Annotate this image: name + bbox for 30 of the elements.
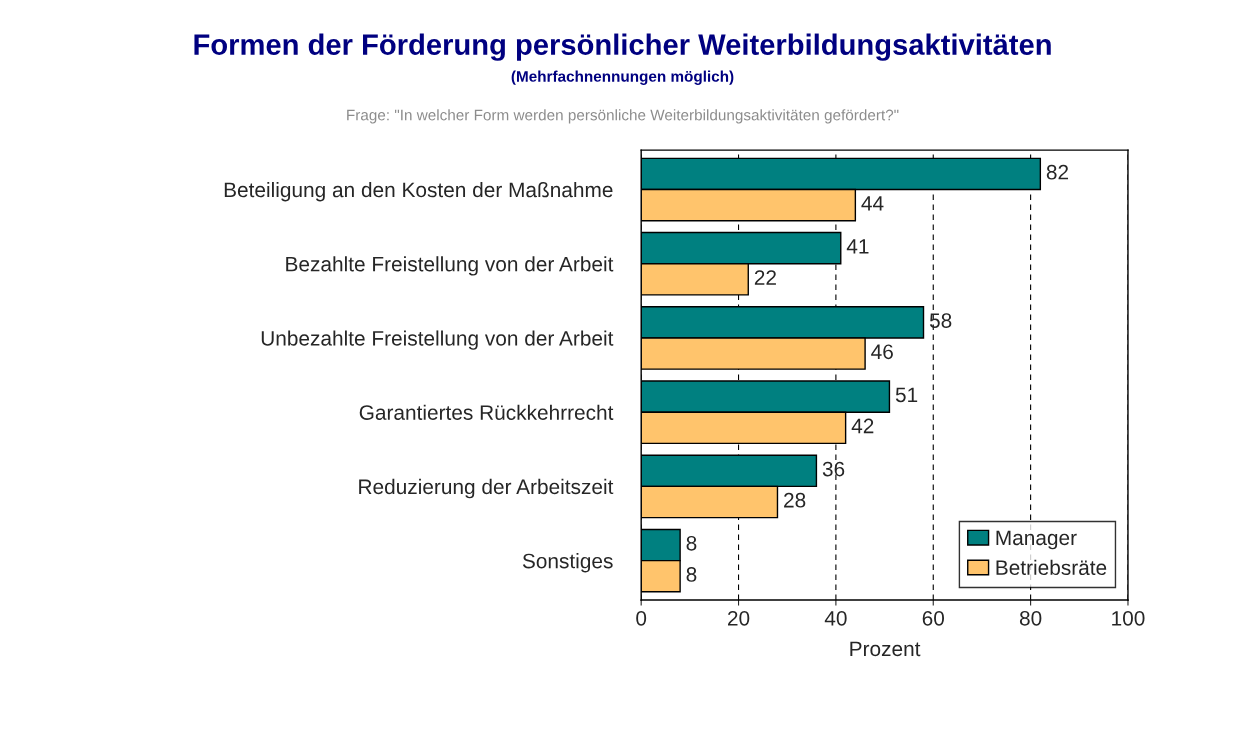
y-tick-label: Bezahlte Freistellung von der Arbeit <box>286 256 614 276</box>
x-tick-label: 0 <box>636 610 647 626</box>
x-tick-label: 80 <box>1019 610 1042 626</box>
x-axis-title: Prozent <box>850 641 921 657</box>
text: Frage: "In welcher Form werden persönliche Weiterbildungsaktivitäten gefördert?" <box>347 109 899 124</box>
x-tick-label: 100 <box>1112 610 1145 626</box>
y-tick-label: Beteiligung an den Kosten der Maßnahme <box>224 181 613 202</box>
data-label: 28 <box>784 492 806 508</box>
data-label: 44 <box>861 196 884 211</box>
data-label: 41 <box>846 239 869 254</box>
data-label: 8 <box>686 567 697 582</box>
chart-title: Formen der Förderung persönlicher Weiterbildungsaktivitäten <box>194 33 1051 61</box>
data-label: 82 <box>1046 164 1069 180</box>
data-label: 46 <box>871 344 893 360</box>
data-label: 8 <box>686 535 697 551</box>
y-tick-label: Reduzierung der Arbeitszeit <box>359 478 614 499</box>
x-tick-label: 60 <box>922 610 945 626</box>
data-label: 42 <box>851 418 874 434</box>
chart-subtitle: (Mehrfachnennungen möglich) <box>511 70 734 85</box>
data-label: 58 <box>929 313 952 328</box>
legend-label: Betriebsräte <box>996 559 1107 576</box>
data-label: 22 <box>754 270 776 285</box>
legend-label: Manager <box>996 530 1077 550</box>
y-tick-label: Sonstiges <box>522 553 613 573</box>
x-tick-label: 20 <box>728 610 750 626</box>
data-label: 36 <box>822 461 845 477</box>
y-tick-label: Unbezahlte Freistellung von der Arbeit <box>261 330 614 350</box>
data-label: 51 <box>895 387 918 403</box>
x-tick-label: 40 <box>824 610 847 626</box>
y-tick-label: Garantiertes Rückkehrrecht <box>359 404 614 420</box>
